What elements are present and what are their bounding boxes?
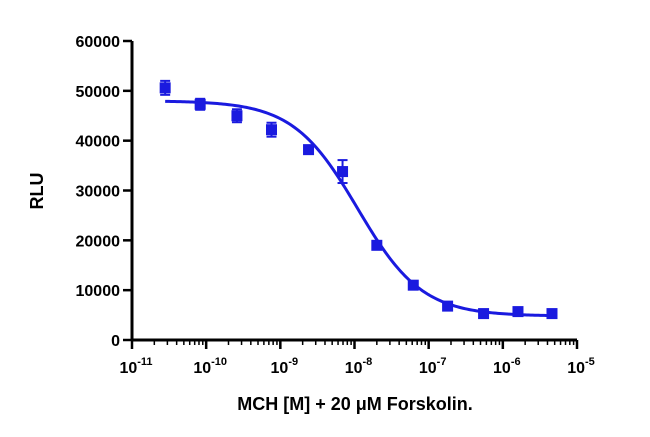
data-point bbox=[442, 300, 454, 312]
data-point-marker bbox=[337, 166, 349, 178]
data-point bbox=[546, 308, 558, 320]
x-tick-label: 10-5 bbox=[567, 356, 595, 377]
x-axis-title: MCH [M] + 20 μM Forskolin. bbox=[237, 394, 473, 414]
data-point bbox=[303, 144, 315, 156]
x-axis: 10-11 10-10 10-9 10-8 10-7 10-6 10-5 bbox=[119, 338, 595, 377]
data-point bbox=[337, 159, 349, 185]
y-tick-label: 40000 bbox=[76, 134, 121, 151]
data-point-marker bbox=[265, 124, 277, 136]
data-point bbox=[371, 239, 383, 251]
y-tick-label: 60000 bbox=[76, 34, 121, 51]
y-tick-label: 10000 bbox=[76, 283, 121, 300]
x-tick-label: 10-8 bbox=[345, 356, 373, 377]
data-point-marker bbox=[159, 82, 171, 94]
data-point bbox=[194, 97, 206, 111]
y-ticks: 0 10000 20000 30000 40000 50000 60000 bbox=[76, 34, 132, 350]
data-points-layer bbox=[159, 79, 558, 320]
data-point bbox=[159, 79, 171, 96]
data-point-marker bbox=[231, 110, 243, 122]
x-tick-label: 10-11 bbox=[119, 356, 152, 377]
x-tick-label: 10-9 bbox=[271, 356, 299, 377]
y-tick-label: 20000 bbox=[76, 233, 121, 250]
data-point-marker bbox=[303, 144, 315, 156]
x-tick-label: 10-10 bbox=[193, 356, 227, 377]
data-point bbox=[478, 308, 490, 320]
y-tick-label: 50000 bbox=[76, 84, 121, 101]
data-point bbox=[231, 108, 243, 124]
data-point bbox=[265, 121, 277, 138]
y-tick-label: 30000 bbox=[76, 184, 121, 201]
data-point bbox=[512, 306, 524, 318]
x-tick-label: 10-7 bbox=[419, 356, 447, 377]
fit-curve-layer bbox=[165, 99, 553, 318]
fit-curve bbox=[165, 99, 553, 318]
data-point-marker bbox=[194, 98, 206, 110]
x-tick-label: 10-6 bbox=[493, 356, 521, 377]
data-point-marker bbox=[478, 308, 490, 320]
data-point bbox=[407, 279, 419, 291]
y-axis-title: RLU bbox=[27, 173, 47, 210]
y-tick-label: 0 bbox=[111, 333, 120, 350]
y-axis: 0 10000 20000 30000 40000 50000 60000 bbox=[76, 34, 134, 350]
data-point-marker bbox=[512, 306, 524, 318]
x-ticks: 10-11 10-10 10-9 10-8 10-7 10-6 10-5 bbox=[119, 340, 595, 377]
data-point-marker bbox=[407, 279, 419, 291]
data-point-marker bbox=[442, 300, 454, 312]
data-point-marker bbox=[546, 308, 558, 320]
data-point-marker bbox=[371, 239, 383, 251]
